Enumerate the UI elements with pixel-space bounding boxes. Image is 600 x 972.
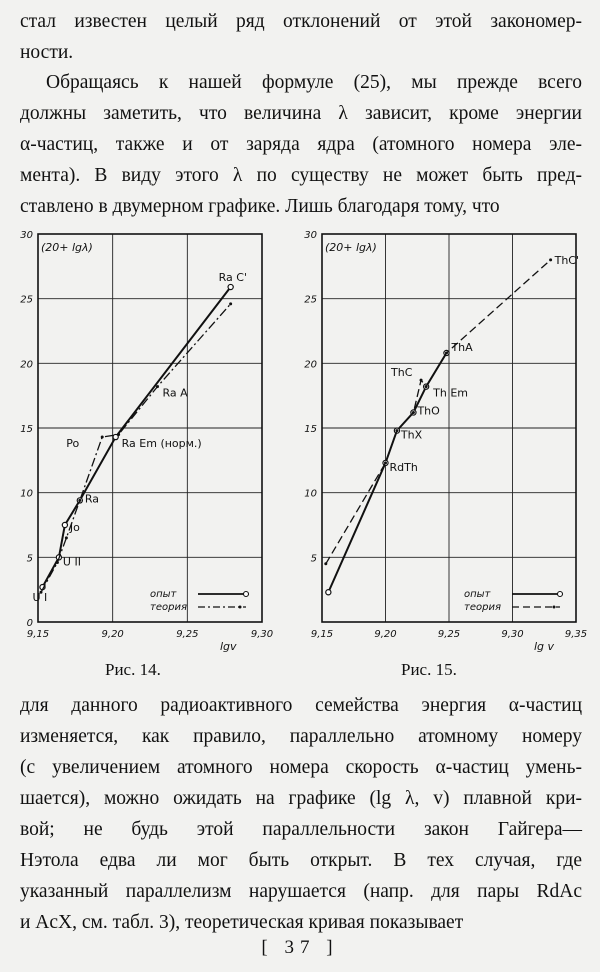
- text-line: вой; не будь этой параллельности закон Г…: [20, 819, 582, 840]
- text-line: стал известен целый ряд отклонений от эт…: [20, 11, 582, 32]
- text-line: указанный параллелизм нарушается (напр. …: [20, 881, 582, 902]
- data-point-theory: [395, 429, 399, 433]
- point-label: Th Em: [432, 387, 468, 400]
- point-label: Ra: [85, 492, 99, 505]
- y-tick-label: 5: [311, 553, 317, 564]
- data-point-theory: [424, 385, 428, 389]
- series-line-theory: [325, 259, 552, 565]
- y-tick-label: 25: [20, 295, 33, 306]
- series-line-theory: [40, 303, 232, 593]
- text-line: ставлено в двумерном графике. Лишь благо…: [20, 196, 500, 217]
- text-line: и AcX, см. табл. 3), теоретическая крива…: [20, 912, 464, 933]
- data-point-theory: [155, 385, 159, 389]
- x-tick-label: 9,20: [102, 629, 124, 640]
- data-point-theory: [78, 498, 82, 502]
- paragraph-formula: Обращаясь к нашей формуле (25), мы прежд…: [20, 67, 582, 222]
- y-tick-label: 0: [27, 618, 33, 629]
- data-point-experiment: [61, 521, 69, 529]
- y-tick-label: 20: [304, 359, 317, 370]
- point-label: ThC: [390, 366, 413, 379]
- x-tick-label: 9,25: [176, 629, 198, 640]
- y-tick-label: 30: [20, 230, 33, 241]
- data-point-theory: [444, 351, 448, 355]
- legend-label: опыт: [464, 589, 492, 600]
- figure-14-caption: Рис. 14.: [105, 660, 161, 679]
- point-label: U II: [63, 555, 81, 568]
- point-label: ThC': [554, 254, 579, 267]
- text-line: Нэтола едва ли мог быть открыт. В тех сл…: [20, 850, 582, 871]
- point-label: RdTh: [390, 461, 418, 474]
- text-line: ности.: [20, 42, 74, 63]
- text-line: Обращаясь к нашей формуле (25), мы прежд…: [46, 72, 582, 93]
- y-tick-label: 10: [20, 489, 33, 500]
- data-point-theory: [100, 435, 104, 439]
- point-label: ThX: [400, 429, 423, 442]
- data-point-theory: [55, 561, 59, 565]
- y-tick-label: 5: [27, 553, 33, 564]
- data-point-theory: [384, 461, 387, 465]
- data-point-theory: [64, 536, 68, 540]
- point-label: Ra C': [219, 271, 247, 284]
- x-tick-label: 9,15: [311, 629, 333, 640]
- y-axis-label: (20+ lgλ): [325, 241, 377, 254]
- point-label: ThO: [416, 404, 440, 417]
- plot-frame: [37, 233, 263, 623]
- text-line: шается), можно ожидать на графике (lg λ,…: [20, 788, 582, 809]
- figure-15-chart: 9,15 9,20 9,25 9,30 9,35 5 10 15 20 25 30 (20+ lgλ)…: [304, 230, 587, 653]
- x-tick-label: 9,30: [501, 629, 523, 640]
- data-point-theory: [549, 258, 553, 262]
- data-point-theory: [229, 302, 233, 306]
- data-point-experiment: [227, 283, 234, 291]
- text-line: должны заметить, что величина λ зависит,…: [20, 103, 582, 124]
- y-tick-label: 20: [20, 359, 33, 370]
- paragraph-geiger-nuttall: для данного радиоактивного семейства эне…: [20, 690, 582, 938]
- point-label: Ra A: [162, 387, 188, 400]
- y-tick-label: 15: [304, 424, 317, 435]
- y-tick-label: 30: [304, 230, 317, 241]
- data-point-theory: [324, 562, 328, 566]
- y-tick-label: 10: [304, 489, 317, 500]
- figure-14-chart: 9,15 9,20 9,25 9,30 0 5 10 15 20 25 30 (20+ lgλ) lgv…: [20, 230, 273, 653]
- data-point-theory: [411, 410, 415, 414]
- legend-label: опыт: [150, 589, 178, 600]
- text-line: изменяется, как правило, параллельно ато…: [20, 726, 582, 747]
- x-axis-label: lg v: [534, 640, 555, 653]
- x-tick-label: 9,35: [565, 629, 587, 640]
- text-line: для данного радиоактивного семейства эне…: [20, 695, 582, 716]
- data-point-theory: [39, 590, 43, 594]
- text-line: α-частиц, также и от заряда ядра (атомно…: [20, 134, 582, 155]
- x-tick-label: 9,15: [27, 629, 49, 640]
- legend-marker: [552, 605, 556, 609]
- legend-marker: [238, 605, 242, 609]
- point-label: Jo: [69, 521, 80, 534]
- y-axis-label: (20+ lgλ): [41, 241, 93, 254]
- legend-label: теория: [150, 602, 187, 613]
- data-point-theory: [117, 432, 121, 436]
- text-line: мента). В виду этого λ по существу не мо…: [20, 165, 582, 186]
- legend-marker: [242, 590, 250, 598]
- legend-marker: [556, 590, 564, 598]
- data-point-theory: [419, 378, 423, 382]
- data-point-experiment: [325, 589, 332, 596]
- point-label: Ra Em (норм.): [122, 437, 202, 450]
- data-point-experiment: [112, 433, 119, 441]
- plot-frame: [321, 233, 577, 623]
- legend-label: теория: [464, 602, 501, 613]
- y-tick-label: 25: [304, 295, 317, 306]
- y-tick-label: 15: [20, 424, 33, 435]
- point-label: Po: [66, 437, 79, 450]
- page-number: [ 37 ]: [261, 937, 339, 958]
- paragraph-top: стал известен целый ряд отклонений от эт…: [20, 6, 582, 68]
- text-line: (с увеличением атомного номера скорость …: [20, 757, 582, 778]
- x-tick-label: 9,30: [251, 629, 273, 640]
- x-tick-label: 9,20: [374, 629, 396, 640]
- point-label: U I: [32, 591, 47, 604]
- point-label: ThA: [450, 341, 473, 354]
- x-axis-label: lgv: [220, 640, 237, 653]
- series-line-experiment: [327, 352, 448, 593]
- figure-15-caption: Рис. 15.: [401, 660, 457, 679]
- x-tick-label: 9,25: [438, 629, 460, 640]
